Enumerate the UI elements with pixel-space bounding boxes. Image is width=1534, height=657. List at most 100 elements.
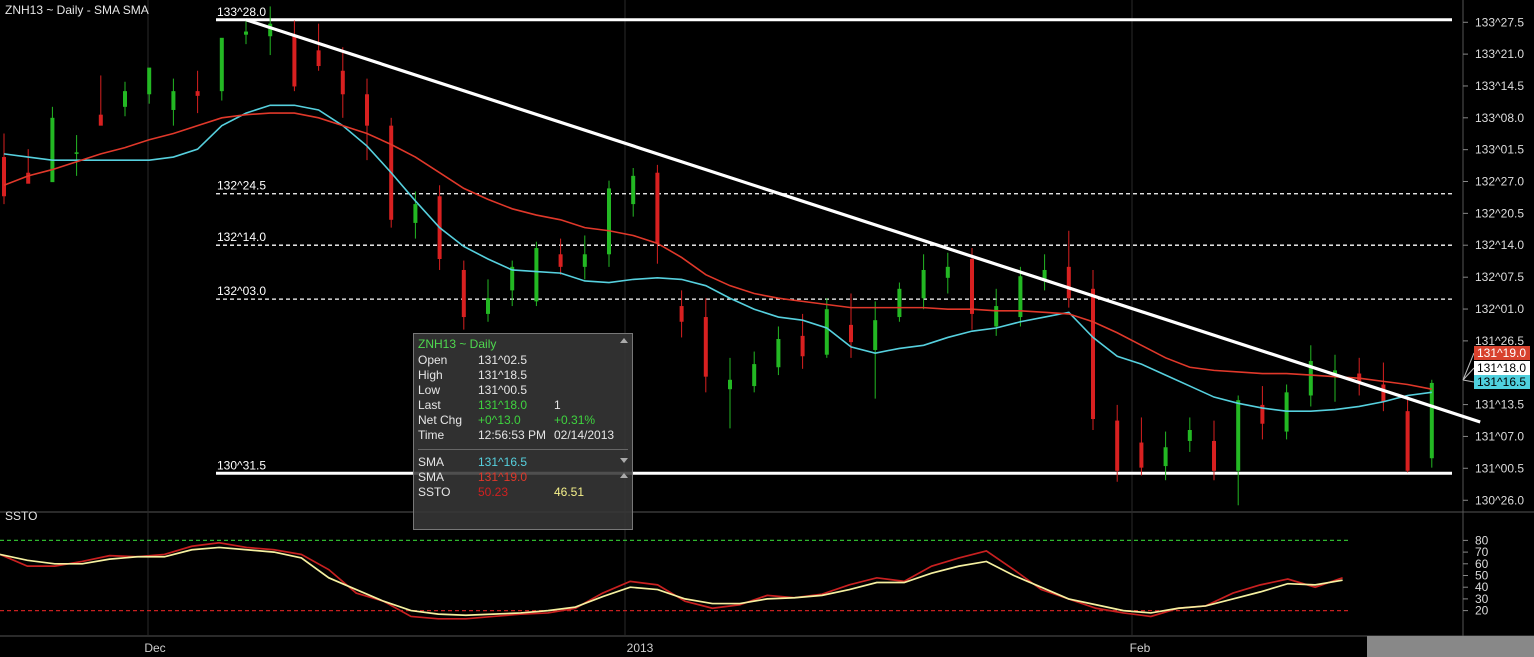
data-tooltip: ZNH13 ~ Daily Open 131^02.5 High 131^18.5 Lo… — [413, 333, 633, 530]
candle-body — [244, 31, 248, 35]
candle-body — [752, 364, 757, 387]
candle-body — [824, 309, 829, 355]
collapse-up-icon[interactable] — [620, 473, 628, 478]
tooltip-row-sma: SMA 131^16.5 — [414, 455, 632, 470]
price-tick-label: 131^26.5 — [1475, 334, 1524, 348]
candle-body — [26, 172, 31, 184]
tooltip-value: 131^02.5 — [478, 353, 528, 367]
candle-body — [461, 269, 466, 318]
tooltip-key: SSTO — [418, 485, 451, 499]
tooltip-row-ssto: SSTO 50.23 46.51 — [414, 485, 632, 500]
candle-body — [2, 157, 6, 197]
sma-fast-line — [3, 104, 1432, 412]
candle-body — [147, 67, 152, 95]
candle-body — [800, 335, 805, 357]
candle-body — [292, 34, 297, 87]
ssto-panel-label: SSTO — [5, 509, 38, 523]
date-tick-label: 2013 — [627, 641, 654, 655]
candle-body — [1042, 269, 1047, 280]
candle-body — [219, 37, 224, 92]
candle-body — [631, 175, 636, 205]
candle-body — [873, 320, 878, 350]
candle-body — [1405, 411, 1410, 471]
candle-body — [1308, 360, 1313, 396]
candle-body — [994, 306, 999, 327]
chart-title: ZNH13 ~ Daily - SMA SMA — [5, 3, 149, 17]
price-tick-label: 132^20.5 — [1475, 206, 1524, 220]
tooltip-title: ZNH13 ~ Daily — [418, 337, 497, 351]
candle-body — [582, 254, 587, 267]
candle-body — [1260, 404, 1265, 424]
price-tick-label: 132^01.0 — [1475, 302, 1524, 316]
price-badge-label: 131^18.0 — [1477, 361, 1526, 375]
candle-body — [897, 288, 902, 318]
tooltip-key: Time — [418, 428, 445, 442]
tooltip-value: 131^18.5 — [478, 368, 528, 382]
tooltip-value-secondary: +0.31% — [554, 413, 596, 427]
ssto-k-line — [0, 541, 1343, 620]
ssto-tick-label: 60 — [1475, 557, 1489, 571]
sma-slow-line — [3, 112, 1432, 390]
candle-body — [1066, 266, 1071, 299]
badge-connector — [1462, 367, 1475, 381]
price-tick-label: 133^21.0 — [1475, 47, 1524, 61]
price-tick-label: 130^26.0 — [1475, 493, 1524, 507]
price-badge-label: 131^16.5 — [1477, 375, 1526, 389]
tooltip-value: 131^00.5 — [478, 383, 528, 397]
level-label: 130^31.5 — [217, 458, 266, 472]
candle-body — [679, 306, 684, 322]
candle-body — [340, 70, 345, 95]
candle-body — [1187, 429, 1192, 441]
horizontal-scrollbar[interactable] — [1367, 636, 1534, 657]
tooltip-key: SMA — [418, 455, 445, 469]
tooltip-row-sma: SMA 131^19.0 — [414, 470, 632, 485]
level-label: 132^24.5 — [217, 179, 266, 193]
tooltip-row-net-chg: Net Chg +0^13.0 +0.31% — [414, 413, 632, 428]
tooltip-key: Last — [418, 398, 441, 412]
candle-body — [123, 91, 127, 107]
candle-body — [655, 172, 660, 244]
candle-body — [413, 204, 418, 223]
candle-body — [365, 94, 369, 126]
ssto-d-line — [0, 546, 1343, 617]
level-label: 133^28.0 — [217, 5, 266, 19]
tooltip-row-open: Open 131^02.5 — [414, 353, 632, 368]
candle-body — [1115, 420, 1120, 471]
price-badge — [1474, 346, 1530, 360]
candle-body — [1333, 370, 1337, 374]
candle-body — [1236, 400, 1241, 471]
price-tick-label: 133^01.5 — [1475, 143, 1524, 157]
tooltip-value-secondary: 02/14/2013 — [554, 428, 615, 442]
ssto-tick-label: 20 — [1475, 604, 1489, 618]
tooltip-value-secondary: 1 — [554, 398, 561, 412]
tooltip-value: +0^13.0 — [478, 413, 521, 427]
candle-body — [1018, 276, 1023, 318]
ssto-tick-label: 30 — [1475, 592, 1489, 606]
candle-body — [534, 248, 539, 302]
badge-connector — [1462, 352, 1475, 381]
price-tick-label: 133^27.5 — [1475, 15, 1524, 29]
tooltip-row-high: High 131^18.5 — [414, 368, 632, 383]
tooltip-value: 50.23 — [478, 485, 509, 499]
date-tick-label: Dec — [144, 641, 165, 655]
price-tick-label: 131^00.5 — [1475, 461, 1524, 475]
scroll-down-icon[interactable] — [620, 458, 628, 463]
tooltip-key: High — [418, 368, 443, 382]
tooltip-value: 131^19.0 — [478, 470, 528, 484]
date-tick-label: Feb — [1130, 641, 1151, 655]
ssto-tick-label: 70 — [1475, 545, 1489, 559]
tooltip-value: 131^16.5 — [478, 455, 528, 469]
candle-body — [945, 266, 950, 278]
tooltip-key: Open — [418, 353, 448, 367]
tooltip-value: 131^18.0 — [478, 398, 528, 412]
price-tick-label: 133^08.0 — [1475, 111, 1524, 125]
collapse-up-icon[interactable] — [620, 338, 628, 343]
price-tick-label: 132^27.0 — [1475, 175, 1524, 189]
tooltip-row-last: Last 131^18.0 1 — [414, 398, 632, 413]
tooltip-key: Net Chg — [418, 413, 463, 427]
badge-connector — [1462, 379, 1475, 383]
candle-body — [268, 23, 273, 37]
candle-body — [486, 298, 490, 314]
price-badge — [1474, 375, 1530, 389]
